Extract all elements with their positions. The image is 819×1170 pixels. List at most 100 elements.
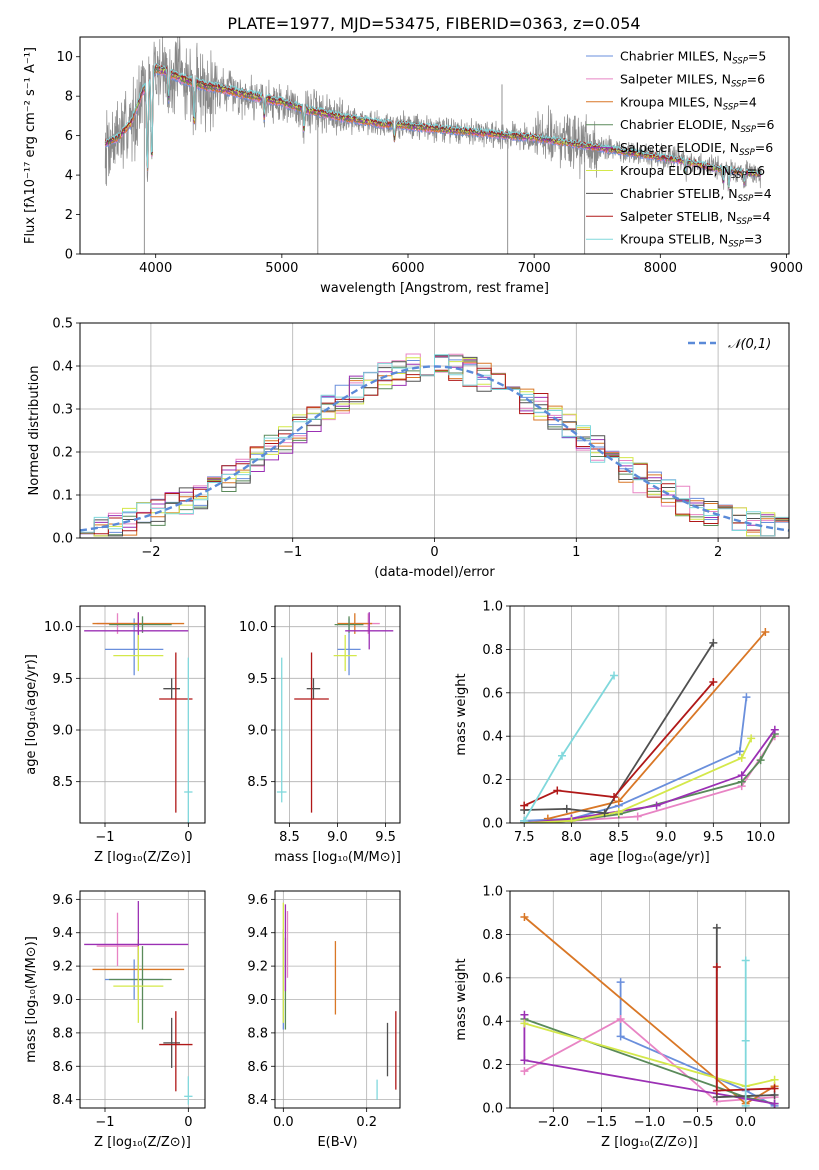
plot-area (84, 612, 193, 823)
x-tick-label: 0.0 (273, 1115, 294, 1130)
model-spectrum (105, 62, 762, 187)
legend-nssp: =6 (747, 71, 765, 86)
legend-subscript: SSP (723, 102, 739, 112)
legend-nssp: =6 (755, 140, 773, 155)
data-point-marker (741, 1036, 750, 1045)
y-tick-label: 8.6 (52, 1060, 73, 1075)
plot-area (520, 913, 779, 1108)
y-tick-label: 9.2 (52, 960, 73, 975)
model-spectrum (104, 63, 762, 186)
legend-subscript: SSP (736, 217, 752, 227)
axes-frame (274, 605, 401, 824)
legend-label: Chabrier ELODIE, NSSP=6 (620, 117, 775, 135)
y-tick-label: 0.6 (482, 971, 503, 986)
y-axis-label: mass [log₁₀(M/M⊙)] (24, 936, 39, 1063)
x-tick-label: −1 (283, 545, 302, 560)
legend-label: Chabrier STELIB, NSSP=4 (620, 186, 772, 204)
data-point-marker (520, 913, 529, 922)
figure-title: PLATE=1977, MJD=53475, FIBERID=0363, z=0… (227, 14, 640, 33)
panel-age-mass-weight: 7.5 8.0 8.5 9.0 9.5 10.0 0.0 0.2 0.4 0.6 0.8 1.0 age… (454, 600, 790, 865)
data-point-marker (520, 816, 529, 823)
x-tick-label: −1 (95, 1115, 114, 1130)
x-tick-label: 9.5 (703, 830, 724, 845)
plot-area (520, 628, 779, 823)
data-point-marker (558, 751, 567, 760)
y-tick-label: 9.2 (247, 960, 268, 975)
panel-residual-histogram: −2 −1 0 1 2 0.0 0.1 0.2 0.3 0.4 0.5 (data-model)/er… (27, 317, 790, 580)
y-tick-label: 0.3 (52, 403, 73, 418)
x-tick-label: 0.2 (356, 1115, 377, 1130)
y-tick-label: 9.4 (52, 926, 73, 941)
y-tick-label: 10.0 (239, 620, 268, 635)
x-tick-label: 9000 (770, 261, 803, 276)
x-tick-label: 9.5 (375, 830, 396, 845)
y-tick-label: 9.0 (247, 724, 268, 739)
legend-nssp: =5 (748, 49, 766, 64)
x-tick-label: 7000 (518, 261, 551, 276)
x-tick-label: −1 (95, 830, 114, 845)
data-point-marker (520, 1019, 529, 1028)
data-point-marker (712, 962, 721, 971)
y-tick-label: 8.4 (247, 1093, 268, 1108)
x-axis-label: Z [log₁₀(Z/Z⊙)] (601, 1135, 698, 1150)
panel-ebv-mass-errorbars: 0.0 0.2 8.4 8.6 8.8 9.0 9.2 9.4 9.6 E(B-V) (247, 890, 401, 1150)
y-axis-label: age [log₁₀(age/yr)] (24, 654, 39, 775)
y-tick-label: 0.4 (482, 1015, 503, 1030)
legend-subscript: SSP (731, 171, 747, 181)
y-tick-label: 9.0 (52, 993, 73, 1008)
axes-frame (509, 605, 790, 824)
y-tick-label: 0.4 (52, 360, 73, 375)
data-point-marker (520, 1067, 529, 1076)
x-axis-label: E(B-V) (317, 1135, 357, 1150)
data-point-marker (770, 725, 779, 734)
legend-label: Salpeter MILES, NSSP=6 (620, 71, 765, 89)
x-axis-label: wavelength [Angstrom, rest frame] (320, 281, 549, 296)
y-tick-label: 9.0 (52, 724, 73, 739)
x-axis-label: Z [log₁₀(Z/Z⊙)] (94, 850, 191, 865)
data-point-marker (761, 628, 770, 637)
data-point-marker (616, 1032, 625, 1041)
data-point-marker (747, 734, 756, 743)
x-tick-label: 0.0 (735, 1115, 756, 1130)
mass-weight-line (524, 642, 715, 815)
data-point-marker (770, 1084, 779, 1093)
x-tick-label: 2 (714, 545, 722, 560)
x-tick-label: 1 (572, 545, 580, 560)
data-point-marker (567, 816, 576, 823)
x-tick-label: −2 (141, 545, 160, 560)
legend-label: Salpeter STELIB, NSSP=4 (620, 209, 770, 227)
x-tick-label: −1.5 (586, 1115, 618, 1130)
axes-frame (79, 36, 790, 255)
x-tick-label: 7.5 (514, 830, 535, 845)
data-point-marker (737, 753, 746, 762)
x-axis-label: Z [log₁₀(Z/Z⊙)] (94, 1135, 191, 1150)
x-tick-label: 6000 (391, 261, 424, 276)
plot-area (276, 612, 394, 813)
grid (275, 891, 400, 1108)
y-tick-label: 10.0 (44, 620, 73, 635)
axes-frame (79, 890, 206, 1109)
y-tick-label: 8.5 (52, 775, 73, 790)
data-point-marker (652, 801, 661, 810)
y-tick-label: 9.6 (247, 893, 268, 908)
legend-label: Kroupa STELIB, NSSP=3 (620, 232, 762, 250)
legend-nssp: =4 (752, 209, 770, 224)
legend-subscript: SSP (740, 125, 756, 135)
x-tick-label: 0 (184, 830, 192, 845)
grid (510, 605, 789, 824)
grid (80, 606, 205, 823)
normal-curve (80, 365, 789, 532)
y-tick-label: 9.0 (247, 993, 268, 1008)
y-tick-label: 9.5 (52, 672, 73, 687)
x-axis-label: mass [log₁₀(M/M⊙)] (274, 850, 401, 865)
legend-nssp: =3 (744, 232, 762, 247)
data-point-marker (756, 756, 765, 765)
x-tick-label: 4000 (139, 261, 172, 276)
data-point-marker (709, 677, 718, 686)
x-tick-label: 8.5 (608, 830, 629, 845)
y-tick-label: 0 (65, 248, 73, 263)
y-tick-label: 0.2 (482, 773, 503, 788)
y-tick-label: 8.8 (52, 1026, 73, 1041)
data-point-marker (770, 1075, 779, 1084)
